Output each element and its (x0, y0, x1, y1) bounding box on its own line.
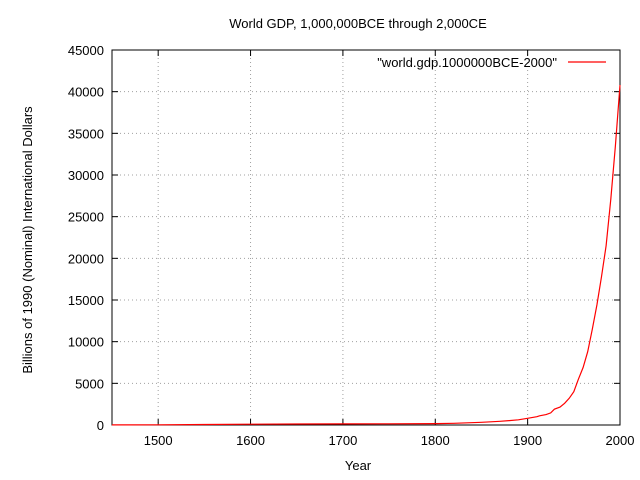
series-layer (111, 84, 621, 426)
axis-ticks: 0 5000 10000 15000 20000 25000 30000 35000 40000… (68, 43, 635, 448)
y-tick-label: 30000 (68, 168, 104, 183)
plot-frame (111, 49, 621, 426)
x-tick-label: 1900 (513, 433, 542, 448)
legend-label: "world.gdp.1000000BCE-2000" (377, 55, 557, 70)
y-tick-label: 5000 (75, 376, 104, 391)
x-tick-label: 1800 (421, 433, 450, 448)
y-tick-label: 35000 (68, 126, 104, 141)
grid (112, 50, 620, 425)
y-tick-label: 40000 (68, 85, 104, 100)
y-tick-label: 45000 (68, 43, 104, 58)
legend: "world.gdp.1000000BCE-2000" (377, 55, 606, 70)
x-tick-label: 1600 (236, 433, 265, 448)
x-tick-label: 1700 (328, 433, 357, 448)
chart-title: World GDP, 1,000,000BCE through 2,000CE (229, 16, 487, 31)
y-tick-label: 15000 (68, 293, 104, 308)
y-axis-label: Billions of 1990 (Nominal) International… (20, 106, 35, 374)
y-tick-label: 25000 (68, 210, 104, 225)
y-tick-label: 10000 (68, 335, 104, 350)
x-axis-label: Year (345, 458, 372, 473)
y-tick-label: 20000 (68, 251, 104, 266)
x-tick-label: 2000 (606, 433, 635, 448)
series-line (111, 84, 621, 426)
x-tick-label: 1500 (144, 433, 173, 448)
y-tick-label: 0 (97, 418, 104, 433)
